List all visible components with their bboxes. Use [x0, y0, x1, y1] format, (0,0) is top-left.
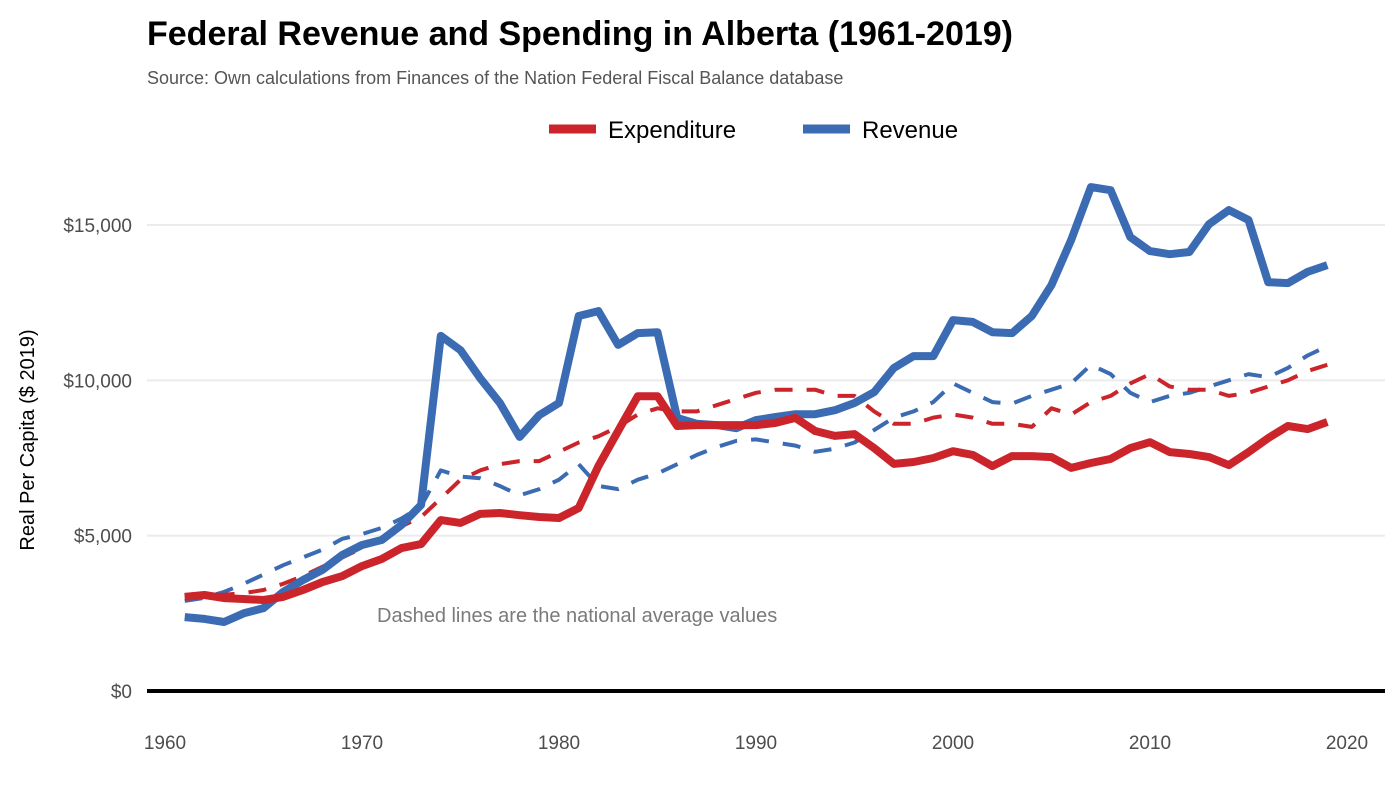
x-tick-label: 1980: [538, 733, 580, 754]
y-tick-label: $15,000: [63, 216, 132, 237]
series-line-revenue-national-average: [184, 344, 1329, 603]
y-axis-label: Real Per Capita ($ 2019): [17, 329, 39, 550]
x-tick-label: 1970: [341, 733, 383, 754]
chart-subtitle: Source: Own calculations from Finances o…: [147, 68, 843, 88]
x-tick-label: 2010: [1129, 733, 1171, 754]
legend-label-expenditure: Expenditure: [608, 117, 736, 144]
series-line-revenue-alberta: [184, 183, 1329, 626]
x-tick-label: 1990: [735, 733, 777, 754]
y-tick-label: $10,000: [63, 371, 132, 392]
x-tick-label: 2000: [932, 733, 974, 754]
y-tick-label: $0: [111, 682, 132, 703]
series-line-expenditure-alberta: [184, 392, 1329, 604]
gridlines: [147, 224, 1385, 537]
y-axis: $0 $5,000 $10,000 $15,000: [63, 216, 132, 703]
x-tick-label: 2020: [1326, 733, 1368, 754]
series-lines: [184, 183, 1329, 626]
x-axis: 1960 1970 1980 1990 2000 2010 2020: [144, 733, 1368, 754]
dashed-lines-annotation: Dashed lines are the national average va…: [377, 605, 777, 627]
x-tick-label: 1960: [144, 733, 186, 754]
legend-label-revenue: Revenue: [862, 117, 958, 144]
y-tick-label: $5,000: [74, 527, 132, 548]
legend: Expenditure Revenue: [549, 117, 958, 144]
chart-title: Federal Revenue and Spending in Alberta …: [147, 15, 1013, 53]
